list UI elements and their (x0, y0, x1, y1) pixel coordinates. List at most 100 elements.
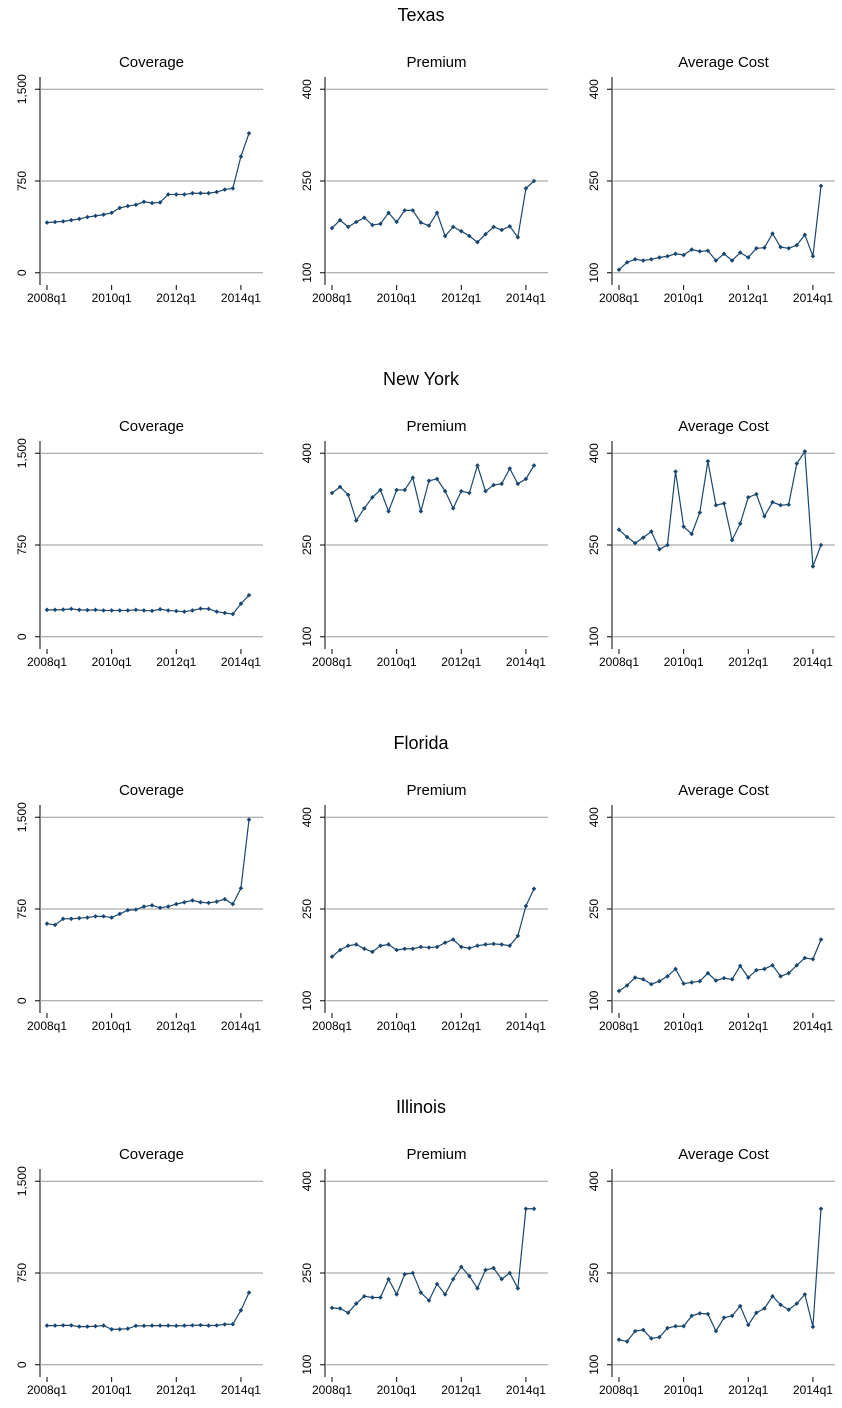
point-marker (721, 501, 727, 506)
point-marker (729, 537, 735, 543)
point-marker (345, 1310, 351, 1316)
point-marker (499, 942, 504, 947)
point-marker (44, 1323, 50, 1328)
y-tick-label: 0 (15, 633, 29, 640)
point-marker (640, 535, 646, 540)
point-marker (499, 227, 504, 233)
point-marker (222, 896, 228, 902)
y-tick-label: 100 (587, 990, 601, 1010)
point-marker (467, 1273, 472, 1279)
point-marker (673, 469, 678, 474)
point-marker (802, 232, 808, 238)
point-marker (770, 1293, 775, 1299)
x-tick-label: 2008q1 (599, 291, 639, 305)
point-marker (345, 492, 351, 498)
x-tick-label: 2008q1 (312, 1019, 352, 1033)
point-marker (362, 1293, 367, 1299)
point-marker (206, 1323, 211, 1328)
point-marker (52, 922, 58, 928)
point-marker (632, 540, 638, 546)
point-marker (467, 490, 472, 496)
x-tick-label: 2012q1 (441, 655, 481, 669)
point-marker (362, 505, 367, 511)
point-marker (762, 245, 767, 250)
point-marker (745, 494, 751, 500)
panel-title: Average Cost (678, 418, 769, 435)
state-title: Florida (393, 733, 449, 753)
point-marker (649, 257, 654, 262)
y-tick-label: 250 (587, 899, 601, 919)
point-marker (491, 1265, 496, 1271)
point-marker (762, 513, 767, 519)
point-marker (362, 946, 367, 952)
point-marker (378, 1295, 383, 1300)
point-marker (507, 223, 513, 229)
x-tick-label: 2010q1 (92, 1383, 132, 1397)
point-marker (165, 608, 171, 613)
point-marker (149, 903, 155, 908)
point-marker (337, 1306, 343, 1311)
x-tick-label: 2014q1 (221, 1019, 261, 1033)
point-marker (402, 487, 408, 493)
series-line (618, 1208, 822, 1343)
point-marker (394, 1292, 399, 1297)
point-marker (632, 257, 638, 262)
point-marker (117, 608, 123, 613)
point-marker (499, 481, 504, 487)
point-marker (665, 1325, 670, 1331)
point-marker (214, 1323, 219, 1328)
point-marker (238, 1308, 244, 1313)
panel-title: Coverage (119, 782, 184, 799)
point-marker (458, 228, 464, 234)
state-title: New York (383, 369, 460, 389)
point-marker (818, 183, 824, 189)
point-marker (386, 210, 391, 216)
point-marker (353, 518, 359, 523)
point-marker (523, 903, 529, 909)
y-tick-label: 100 (300, 262, 314, 282)
point-marker (745, 255, 751, 260)
point-marker (737, 963, 743, 969)
y-tick-label: 1,500 (15, 438, 29, 468)
point-marker (665, 253, 670, 259)
point-marker (507, 1270, 513, 1276)
y-tick-label: 400 (300, 79, 314, 99)
point-marker (214, 189, 219, 195)
x-tick-label: 2014q1 (793, 291, 833, 305)
point-marker (60, 916, 66, 922)
point-marker (149, 608, 155, 614)
point-marker (85, 607, 90, 613)
point-marker (214, 899, 219, 904)
x-tick-label: 2012q1 (156, 1383, 196, 1397)
y-tick-label: 100 (587, 262, 601, 282)
point-marker (450, 1276, 456, 1282)
series-line (331, 888, 535, 958)
y-tick-label: 400 (300, 1171, 314, 1191)
point-marker (442, 1292, 448, 1297)
point-marker (418, 509, 424, 514)
y-tick-label: 250 (300, 535, 314, 555)
point-marker (483, 942, 488, 947)
point-marker (141, 608, 147, 613)
point-marker (182, 899, 187, 905)
point-marker (491, 941, 496, 947)
point-marker (109, 608, 114, 613)
point-marker (101, 608, 106, 613)
point-marker (467, 233, 472, 239)
y-tick-label: 750 (15, 535, 29, 555)
point-marker (410, 946, 416, 952)
x-tick-label: 2008q1 (599, 655, 639, 669)
point-marker (786, 245, 791, 251)
x-tick-label: 2014q1 (506, 1383, 546, 1397)
y-tick-label: 250 (300, 899, 314, 919)
x-tick-label: 2014q1 (793, 1383, 833, 1397)
point-marker (190, 898, 195, 903)
x-tick-label: 2014q1 (793, 1019, 833, 1033)
point-marker (77, 1324, 82, 1329)
point-marker (713, 978, 719, 983)
point-marker (810, 1324, 816, 1330)
panel-title: Coverage (119, 418, 184, 435)
point-marker (624, 260, 630, 265)
point-marker (721, 251, 727, 257)
point-marker (818, 542, 824, 548)
